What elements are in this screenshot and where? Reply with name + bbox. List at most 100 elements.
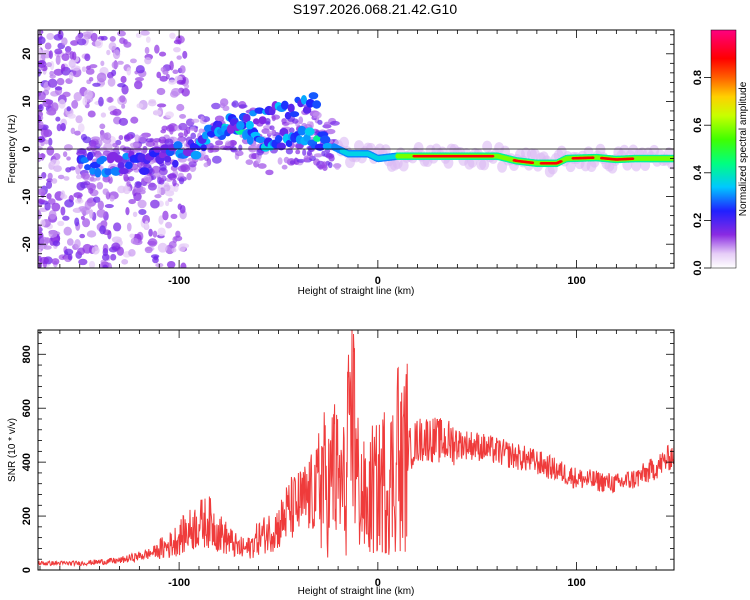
spectrogram-noise-blob <box>102 188 109 196</box>
spectrogram-noise-blob <box>118 135 124 141</box>
spectrogram-noise-blob <box>120 75 127 84</box>
spectrogram-ridge-blob <box>319 135 331 145</box>
spectrogram-noise-blob <box>329 120 340 126</box>
spectrogram-noise-blob <box>153 109 162 116</box>
spectrogram-noise-blob <box>168 172 177 181</box>
spectrogram-noise-blob <box>58 99 66 109</box>
spectrogram-noise-blob <box>83 181 91 186</box>
spectrogram-halo-blob <box>380 144 391 157</box>
spectrogram-noise-blob <box>65 167 72 173</box>
spectrogram-noise-blob <box>48 210 57 220</box>
spectrogram-y-tick-label: 10 <box>21 95 33 107</box>
spectrogram-band-core <box>558 160 563 163</box>
spectrogram-noise-blob <box>164 138 174 146</box>
spectrogram-noise-blob <box>111 242 121 251</box>
spectrogram-y-tick-label: -10 <box>21 189 33 205</box>
spectrogram-y-axis-label: Frequency (Hz) <box>7 115 18 184</box>
spectrogram-noise-blob <box>63 144 73 151</box>
spectrogram-noise-blob <box>64 199 74 208</box>
spectrogram-noise-blob <box>46 62 52 68</box>
spectrogram-noise-blob <box>43 245 52 250</box>
spectrogram-noise-blob <box>281 118 287 124</box>
spectrogram-noise-blob <box>231 100 239 108</box>
spectrogram-noise-blob <box>144 46 150 55</box>
chart-title: S197.2026.068.21.42.G10 <box>292 1 458 17</box>
spectrogram-noise-blob <box>74 130 81 136</box>
spectrogram-noise-blob <box>188 161 197 168</box>
spectrogram-ridge-blob <box>80 156 90 164</box>
spectrogram-ridge-blob <box>153 146 162 153</box>
spectrogram-noise-blob <box>182 50 188 59</box>
spectrogram-noise-blob <box>147 100 157 107</box>
snr-y-tick-label: 0 <box>21 567 33 573</box>
spectrogram-ridge-blob <box>304 127 315 136</box>
spectrogram-noise-blob <box>78 258 88 266</box>
spectrogram-branch-blob <box>308 92 319 100</box>
spectrogram-noise-blob <box>133 145 139 154</box>
spectrogram-noise-blob <box>87 110 96 118</box>
spectrogram-noise-blob <box>46 193 52 200</box>
spectrogram-noise-blob <box>111 61 119 69</box>
spectrogram-noise-blob <box>88 260 96 268</box>
spectrogram-noise-blob <box>39 236 49 247</box>
spectrogram-noise-blob <box>334 163 341 170</box>
colorbar-tick-label: 0.6 <box>692 118 704 133</box>
spectrogram-noise-blob <box>203 162 209 168</box>
spectrogram-ridge-blob <box>200 144 207 152</box>
spectrogram-noise-blob <box>122 146 132 153</box>
spectrogram-noise-blob <box>283 156 290 164</box>
spectrogram-noise-blob <box>84 53 91 62</box>
spectrogram-noise-blob <box>55 54 61 65</box>
spectrogram-noise-blob <box>103 132 112 141</box>
spectrogram-noise-blob <box>144 57 152 65</box>
spectrogram-band-core <box>530 161 535 165</box>
spectrogram-noise-blob <box>106 71 114 79</box>
spectrogram-noise-blob <box>100 112 107 118</box>
snr-frame <box>37 329 675 571</box>
spectrogram-noise-blob <box>172 69 179 75</box>
spectrogram-noise-blob <box>207 147 214 154</box>
spectrogram-noise-blob <box>173 46 181 53</box>
colorbar-tick-label: 0.0 <box>692 260 704 275</box>
spectrogram-noise-blob <box>162 210 169 221</box>
spectrogram-noise-blob <box>38 137 46 142</box>
spectrogram-y-tick-labels: -20 -10 0 10 20 <box>21 48 33 252</box>
snr-y-tick-label: 200 <box>21 507 33 525</box>
spectrogram-noise-blob <box>106 96 114 103</box>
spectrogram-noise-blob <box>68 59 76 68</box>
spectrogram-noise-blob <box>158 51 167 57</box>
spectrogram-noise-blob <box>40 128 49 138</box>
spectrogram-noise-blob <box>177 203 183 210</box>
spectrogram-noise-blob <box>154 44 160 54</box>
spectrogram-noise-blob <box>137 199 147 209</box>
spectrogram-noise-blob <box>67 253 73 261</box>
spectrogram-heatmap <box>38 30 674 268</box>
spectrogram-y-tick-label: -20 <box>21 236 33 252</box>
spectrogram-noise-blob <box>165 200 170 207</box>
spectrogram-noise-blob <box>63 226 72 236</box>
spectrogram-noise-blob <box>157 186 162 196</box>
spectrogram-ridge-blob <box>117 161 125 169</box>
spectrogram-noise-blob <box>61 53 70 62</box>
snr-y-tick-label: 600 <box>21 399 33 417</box>
spectrogram-ridge-blob <box>89 167 96 175</box>
spectrogram-noise-blob <box>99 123 106 130</box>
spectrogram-noise-blob <box>79 233 86 239</box>
spectrogram-noise-blob <box>289 127 295 134</box>
spectrogram-noise-blob <box>162 69 169 75</box>
spectrogram-noise-blob <box>75 115 83 124</box>
spectrogram-noise-blob <box>106 49 111 56</box>
spectrogram-noise-blob <box>81 172 86 179</box>
spectrogram-noise-blob <box>55 116 61 122</box>
spectrogram-noise-blob <box>323 121 331 129</box>
spectrogram-noise-blob <box>42 98 52 108</box>
spectrogram-branch-blob <box>254 107 265 114</box>
spectrogram-noise-blob <box>157 227 166 237</box>
spectrogram-noise-blob <box>134 181 142 188</box>
snr-series-line <box>38 330 674 568</box>
spectrogram-noise-blob <box>156 87 166 96</box>
spectrogram-noise-blob <box>86 230 97 238</box>
spectrogram-noise-blob <box>215 140 224 146</box>
colorbar-tick-label: 0.2 <box>692 213 704 228</box>
